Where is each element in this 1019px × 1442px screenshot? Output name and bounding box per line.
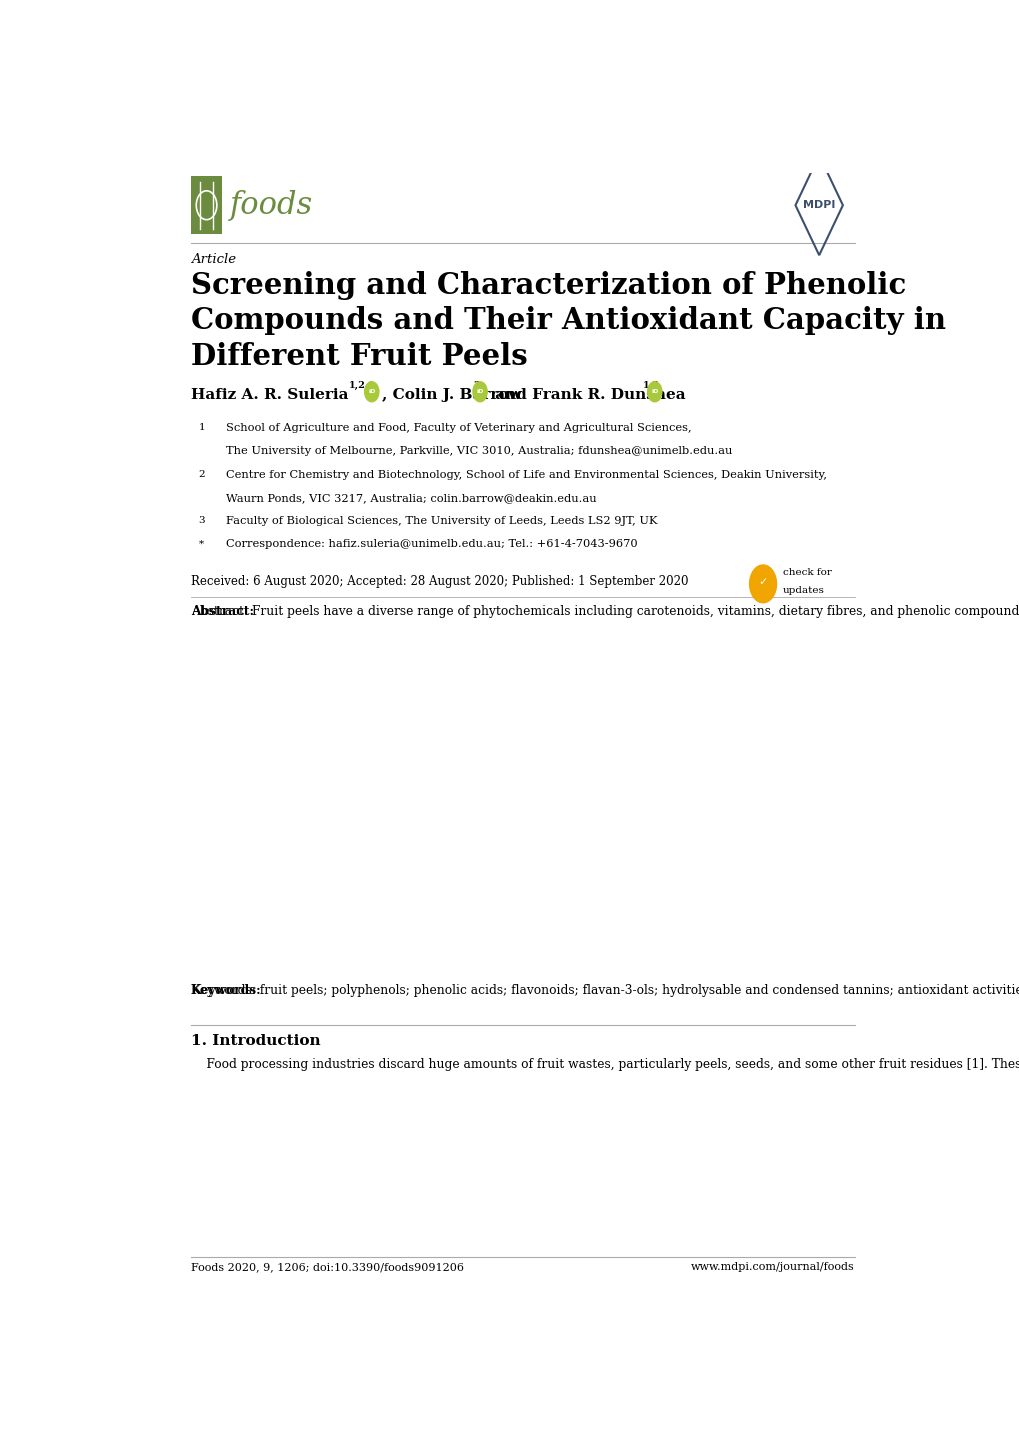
Text: Keywords:: Keywords: <box>191 983 261 996</box>
Text: 1. Introduction: 1. Introduction <box>191 1034 320 1047</box>
Text: Waurn Ponds, VIC 3217, Australia; colin.barrow@deakin.edu.au: Waurn Ponds, VIC 3217, Australia; colin.… <box>225 493 595 503</box>
Text: and Frank R. Dunshea: and Frank R. Dunshea <box>490 388 686 402</box>
Text: Hafiz A. R. Suleria: Hafiz A. R. Suleria <box>191 388 347 402</box>
Text: www.mdpi.com/journal/foods: www.mdpi.com/journal/foods <box>690 1262 854 1272</box>
Text: updates: updates <box>782 585 824 596</box>
Text: Article: Article <box>191 252 235 265</box>
Text: Received: 6 August 2020; Accepted: 28 August 2020; Published: 1 September 2020: Received: 6 August 2020; Accepted: 28 Au… <box>191 575 688 588</box>
Text: Food processing industries discard huge amounts of fruit wastes, particularly pe: Food processing industries discard huge … <box>191 1058 1019 1071</box>
Text: Screening and Characterization of Phenolic
Compounds and Their Antioxidant Capac: Screening and Characterization of Phenol… <box>191 271 945 371</box>
Text: iD: iD <box>368 389 375 394</box>
Circle shape <box>647 382 661 402</box>
Text: 1,2,*: 1,2,* <box>348 381 374 389</box>
Text: iD: iD <box>650 389 658 394</box>
Text: Foods 2020, 9, 1206; doi:10.3390/foods9091206: Foods 2020, 9, 1206; doi:10.3390/foods90… <box>191 1262 464 1272</box>
Circle shape <box>749 565 775 603</box>
Text: *: * <box>199 539 204 548</box>
Text: Keywords: fruit peels; polyphenols; phenolic acids; flavonoids; flavan-3-ols; hy: Keywords: fruit peels; polyphenols; phen… <box>191 983 1019 996</box>
Text: Abstract: Fruit peels have a diverse range of phytochemicals including carotenoi: Abstract: Fruit peels have a diverse ran… <box>191 606 1019 619</box>
Circle shape <box>364 382 378 402</box>
Text: Abstract:: Abstract: <box>191 606 254 619</box>
Text: Correspondence: hafiz.suleria@unimelb.edu.au; Tel.: +61-4-7043-9670: Correspondence: hafiz.suleria@unimelb.ed… <box>225 539 637 549</box>
Text: The University of Melbourne, Parkville, VIC 3010, Australia; fdunshea@unimelb.ed: The University of Melbourne, Parkville, … <box>225 446 732 456</box>
Text: 2: 2 <box>473 381 479 389</box>
Text: ✓: ✓ <box>758 577 767 587</box>
Text: check for: check for <box>782 568 830 577</box>
Text: MDPI: MDPI <box>802 200 835 211</box>
Text: School of Agriculture and Food, Faculty of Veterinary and Agricultural Sciences,: School of Agriculture and Food, Faculty … <box>225 423 691 433</box>
Text: 3: 3 <box>199 516 205 525</box>
Text: 1,3: 1,3 <box>642 381 659 389</box>
Circle shape <box>473 382 487 402</box>
Text: 1: 1 <box>199 423 205 431</box>
Text: 2: 2 <box>199 470 205 479</box>
Text: Faculty of Biological Sciences, The University of Leeds, Leeds LS2 9JT, UK: Faculty of Biological Sciences, The Univ… <box>225 516 656 526</box>
Text: Centre for Chemistry and Biotechnology, School of Life and Environmental Science: Centre for Chemistry and Biotechnology, … <box>225 470 825 480</box>
Text: , Colin J. Barrow: , Colin J. Barrow <box>382 388 521 402</box>
FancyBboxPatch shape <box>191 176 222 234</box>
Text: iD: iD <box>476 389 483 394</box>
Text: foods: foods <box>230 190 313 221</box>
